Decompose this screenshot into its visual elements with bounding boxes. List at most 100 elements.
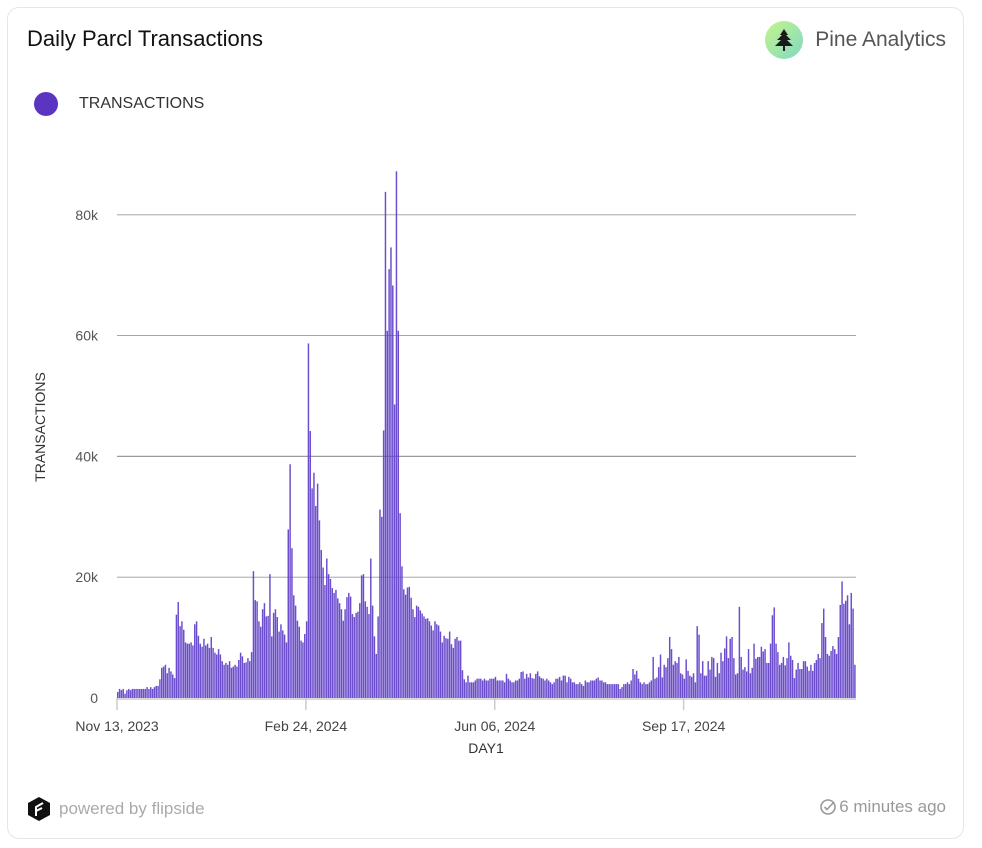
- bar: [661, 677, 664, 698]
- bar: [806, 666, 808, 698]
- bar: [648, 682, 651, 698]
- legend-label: TRANSACTIONS: [79, 95, 205, 112]
- bar: [821, 623, 823, 698]
- bar: [162, 666, 165, 698]
- bar: [705, 675, 708, 698]
- bar: [463, 679, 466, 698]
- bar: [700, 673, 702, 698]
- bar: [470, 682, 473, 698]
- bar: [403, 589, 405, 698]
- bar: [813, 662, 816, 698]
- powered-by-text: powered by flipside: [59, 799, 205, 818]
- y-tick-label: 60k: [75, 328, 99, 344]
- bar: [797, 662, 799, 698]
- bar: [568, 676, 570, 698]
- bar: [758, 656, 761, 698]
- bar: [483, 678, 486, 698]
- bar: [536, 671, 539, 698]
- bar: [742, 669, 744, 698]
- bar: [516, 680, 519, 698]
- bar: [764, 649, 766, 698]
- bar: [597, 677, 599, 698]
- bar: [553, 682, 555, 698]
- bar: [727, 658, 730, 698]
- bar: [439, 631, 442, 698]
- bar: [417, 606, 420, 698]
- bar: [377, 616, 379, 698]
- x-tick-label: Nov 13, 2023: [75, 718, 158, 734]
- bar: [245, 662, 247, 698]
- bar: [316, 483, 319, 698]
- bar: [650, 680, 653, 698]
- bar: [494, 676, 497, 698]
- bar: [795, 669, 797, 698]
- bar: [458, 640, 460, 698]
- legend-swatch: [34, 92, 58, 116]
- bar: [126, 690, 128, 698]
- bar: [679, 673, 682, 698]
- bar: [525, 673, 528, 698]
- bar: [390, 247, 392, 699]
- bar: [822, 608, 825, 698]
- bar: [338, 603, 341, 698]
- bar: [146, 687, 148, 698]
- bar: [313, 472, 315, 698]
- bar: [469, 682, 471, 698]
- bar: [371, 605, 374, 698]
- bar: [406, 587, 409, 698]
- bar: [254, 600, 256, 698]
- brand[interactable]: Pine Analytics: [765, 21, 946, 59]
- bar: [225, 662, 227, 698]
- bar: [388, 269, 390, 698]
- bar: [775, 643, 777, 698]
- bar: [826, 653, 829, 698]
- powered-by-link[interactable]: powered by flipside: [27, 796, 205, 822]
- bar: [626, 682, 629, 698]
- bars: [117, 171, 856, 699]
- bar: [771, 615, 774, 698]
- bar: [496, 680, 499, 698]
- bar: [118, 688, 121, 698]
- legend[interactable]: TRANSACTIONS: [34, 92, 204, 116]
- bar: [527, 677, 530, 698]
- bar: [542, 678, 544, 698]
- bar: [714, 676, 717, 698]
- bar: [117, 691, 119, 698]
- bar: [487, 680, 489, 698]
- bar: [415, 605, 418, 698]
- bar: [173, 678, 176, 698]
- bar: [419, 610, 422, 698]
- bar: [569, 678, 572, 698]
- bar: [674, 661, 676, 698]
- bar: [802, 661, 805, 698]
- bar: [349, 596, 352, 698]
- bar: [133, 688, 135, 698]
- bar: [799, 669, 801, 698]
- bar: [571, 682, 574, 698]
- bar: [177, 601, 179, 698]
- bar: [751, 667, 753, 698]
- bar: [608, 684, 610, 698]
- bar: [425, 618, 427, 698]
- bar: [557, 678, 559, 698]
- bar: [828, 655, 830, 698]
- bar: [643, 682, 645, 698]
- bar: [300, 640, 302, 698]
- bar: [282, 630, 284, 698]
- bar: [124, 693, 126, 698]
- bar: [590, 680, 592, 698]
- bar: [447, 638, 449, 698]
- bar: [327, 574, 330, 698]
- bar: [769, 643, 772, 698]
- bar: [217, 649, 220, 698]
- bar: [738, 606, 741, 698]
- bar: [276, 617, 279, 698]
- bar: [172, 674, 174, 698]
- flipside-logo-icon: [28, 797, 50, 821]
- bar: [450, 644, 453, 698]
- bar: [161, 667, 163, 698]
- bar: [408, 586, 411, 698]
- bar: [122, 688, 124, 698]
- bar: [502, 680, 504, 698]
- bar: [232, 666, 234, 698]
